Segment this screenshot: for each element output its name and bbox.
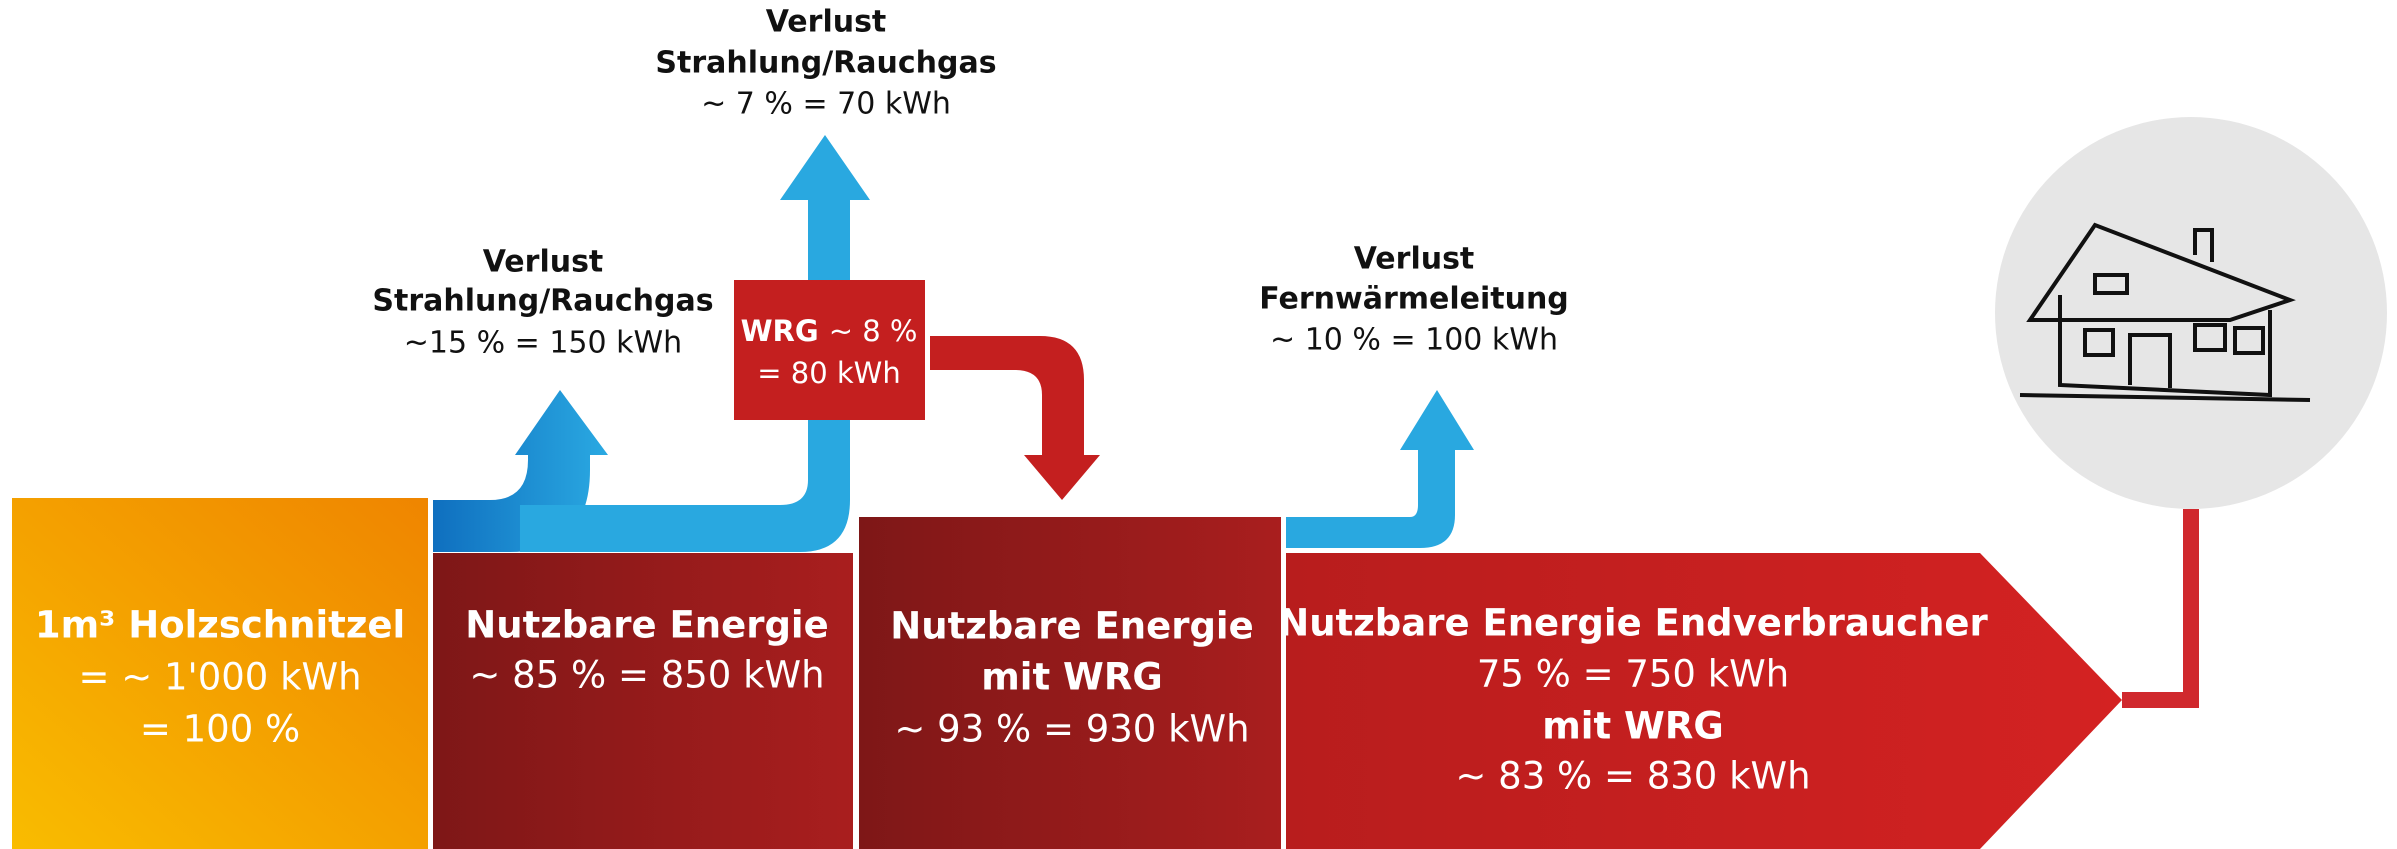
box-line: ~ 83 % = 830 kWh [1455,755,1810,798]
loss-line: ~15 % = 150 kWh [404,326,682,361]
loss-arrow [520,135,870,552]
wrg-energy: = 80 kWh [757,356,901,390]
loss-line: Verlust [1354,242,1475,277]
box-line: mit WRG [1542,705,1723,748]
box-line: ~ 85 % = 850 kWh [469,654,824,697]
loss-line: Fernwärmeleitung [1259,282,1569,317]
source-title: 1m³ Holzschnitzel [35,604,405,647]
loss-arrow [1286,390,1474,548]
wrg-line: WRG ~ 8 % [741,314,918,348]
wrg-label: WRG [741,314,819,348]
box-line: Nutzbare Energie [890,605,1253,648]
labels: 1m³ Holzschnitzel = ~ 1'000 kWh = 100 % … [35,5,1989,798]
wrg-arrow [930,336,1100,500]
wrg-share: ~ 8 % [829,314,918,348]
wrg-box [734,280,925,420]
house-icon [2019,222,2311,402]
loss-line: Strahlung/Rauchgas [655,46,996,81]
energy-arrow [1286,553,2122,849]
loss-line: ~ 7 % = 70 kWh [701,87,951,122]
box-line: ~ 93 % = 930 kWh [894,708,1249,751]
loss-line: ~ 10 % = 100 kWh [1270,323,1558,358]
energy-box [433,553,853,849]
box-line: mit WRG [981,656,1162,699]
source-line: = ~ 1'000 kWh [78,656,361,699]
box-line: Nutzbare Energie Endverbraucher [1278,602,1988,645]
source-line: = 100 % [140,708,300,751]
loss-line: Verlust [766,5,887,40]
house-circle [1995,117,2387,509]
energy-box [859,517,1281,849]
source-box [12,498,428,849]
box-line: Nutzbare Energie [465,604,828,647]
connector [2122,509,2199,708]
loss-line: Strahlung/Rauchgas [372,284,713,319]
loss-line: Verlust [483,245,604,280]
box-line: 75 % = 750 kWh [1477,653,1789,696]
